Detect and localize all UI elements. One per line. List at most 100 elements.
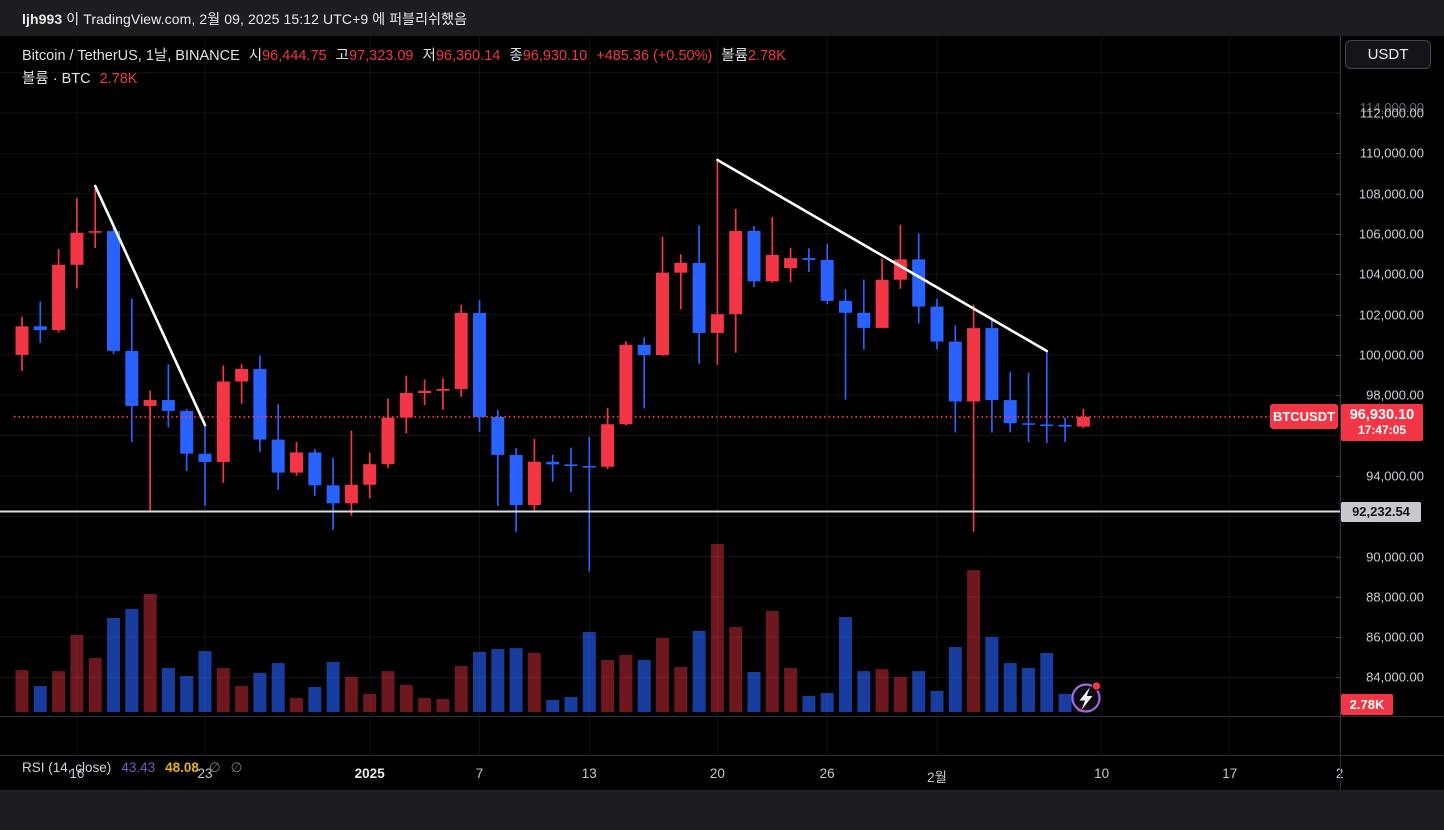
volume-bar	[582, 631, 596, 712]
candle-body	[473, 312, 486, 418]
candle-body	[381, 417, 395, 465]
rsi-empty-1: ∅	[208, 760, 221, 775]
candle-body	[70, 232, 84, 265]
candle-body	[125, 350, 139, 406]
price-axis-tick	[1336, 233, 1341, 235]
candle-body	[308, 452, 322, 486]
candle-body	[107, 231, 120, 351]
candle-body	[692, 262, 706, 333]
trend-line[interactable]	[93, 184, 207, 427]
volume-bar	[125, 608, 139, 712]
volume-bar	[509, 648, 523, 712]
volume-bar	[601, 659, 615, 712]
high-label: 고	[335, 48, 349, 64]
price-axis-label: 102,000.00	[1358, 307, 1424, 323]
low-value: 96,360.14	[435, 48, 501, 64]
time-axis-label: 2월	[927, 770, 947, 785]
candle-body	[875, 279, 889, 328]
change-value: +485.36 (+0.50%)	[596, 48, 713, 64]
volume-bar	[344, 676, 358, 712]
rsi-title: RSI	[22, 760, 45, 775]
time-axis-border	[0, 755, 1444, 756]
candle-body	[161, 400, 175, 411]
candle-body	[271, 439, 285, 473]
candle-body	[454, 312, 468, 389]
volume-bar	[436, 699, 450, 712]
pane-separator-volume-rsi[interactable]	[0, 716, 1444, 717]
symbol-legend[interactable]: Bitcoin / TetherUS, 1날, BINANCE 시96,444.7…	[22, 44, 786, 65]
last-price-badge: 96,930.10 17:47:05	[1341, 403, 1423, 441]
price-axis-tick	[1336, 274, 1341, 276]
volume-bar	[527, 653, 541, 712]
price-axis-label: 94,000.00	[1366, 468, 1424, 484]
time-axis-label: 20	[709, 766, 725, 781]
price-axis-tick	[1336, 193, 1341, 195]
volume-bar	[747, 671, 761, 712]
chart-region: Bitcoin / TetherUS, 1날, BINANCE 시96,444.7…	[0, 36, 1444, 790]
volume-bar	[161, 667, 175, 712]
volume-bar	[326, 661, 340, 712]
volume-bar	[784, 667, 798, 712]
price-axis-label: 112,000.00	[1359, 105, 1424, 121]
price-axis-tick	[1336, 395, 1341, 397]
candle-body	[88, 231, 102, 233]
open-label: 시	[248, 48, 263, 64]
volume-bar	[637, 659, 651, 712]
volume-bar	[1022, 667, 1035, 712]
volume-bar	[198, 650, 212, 712]
time-axis-label: 23	[197, 766, 213, 781]
volume-bar	[290, 697, 303, 712]
currency-toggle-button[interactable]: USDT	[1345, 40, 1431, 69]
volume-bar	[180, 676, 194, 712]
volume-bar	[399, 684, 413, 712]
time-axis-label: 26	[819, 766, 835, 781]
candle-body	[344, 484, 358, 504]
time-axis-label: 17	[1222, 766, 1238, 781]
volume-bar	[729, 627, 743, 712]
candle-body	[1003, 400, 1017, 424]
volume-bar	[454, 665, 468, 712]
open-value: 96,444.75	[262, 48, 327, 64]
price-axis-tick	[1336, 596, 1341, 598]
price-axis-label: 110,000.00	[1359, 145, 1424, 161]
volume-indicator-legend[interactable]: 볼륨 · BTC 2.78K	[22, 67, 137, 88]
candle-body	[143, 400, 157, 406]
candle-body	[948, 341, 962, 402]
candle-body	[839, 300, 852, 313]
horizontal-line-price-badge: 92,232.54	[1341, 501, 1421, 522]
trend-line[interactable]	[716, 158, 1049, 353]
candle-body	[52, 264, 66, 331]
candle-body	[399, 393, 413, 418]
rsi-indicator-legend[interactable]: RSI (14, close) 43.43 48.08 ∅ ∅	[22, 760, 242, 776]
candle-body	[33, 326, 47, 331]
candle-body	[802, 258, 816, 260]
last-price-value: 96,930.10	[1349, 406, 1415, 423]
candle-body	[582, 465, 596, 468]
candle-body	[564, 464, 578, 466]
publish-info-text: ljh993 이 TradingView.com, 2월 09, 2025 15…	[22, 9, 467, 29]
time-axis-label: 16	[69, 766, 85, 781]
price-axis-tick	[1336, 637, 1341, 639]
candle-body	[729, 230, 743, 315]
candle-body	[784, 258, 798, 269]
volume-bar	[271, 663, 285, 712]
volume-bar	[1058, 693, 1072, 712]
boost-lightning-icon[interactable]	[1071, 681, 1102, 713]
candle-body	[601, 424, 615, 467]
candle-body	[235, 369, 249, 382]
chart-canvas[interactable]	[0, 36, 1444, 790]
candle-body	[180, 410, 194, 454]
candle-body	[857, 312, 871, 328]
bar-countdown: 17:47:05	[1357, 422, 1407, 437]
time-axis[interactable]: 16 23 2025 7 13 20 26 2월 10 17 2	[0, 756, 1444, 790]
candle-body	[765, 254, 779, 282]
footer-bar: TradingView	[0, 790, 1444, 830]
volume-bar	[70, 634, 84, 712]
volume-bar	[820, 693, 834, 712]
price-axis-border	[1340, 36, 1341, 790]
candle-body	[820, 259, 834, 301]
volume-bar	[363, 693, 377, 712]
last-price-symbol-text: BTCUSDT	[1272, 409, 1336, 425]
currency-toggle-label: USDT	[1367, 46, 1409, 63]
